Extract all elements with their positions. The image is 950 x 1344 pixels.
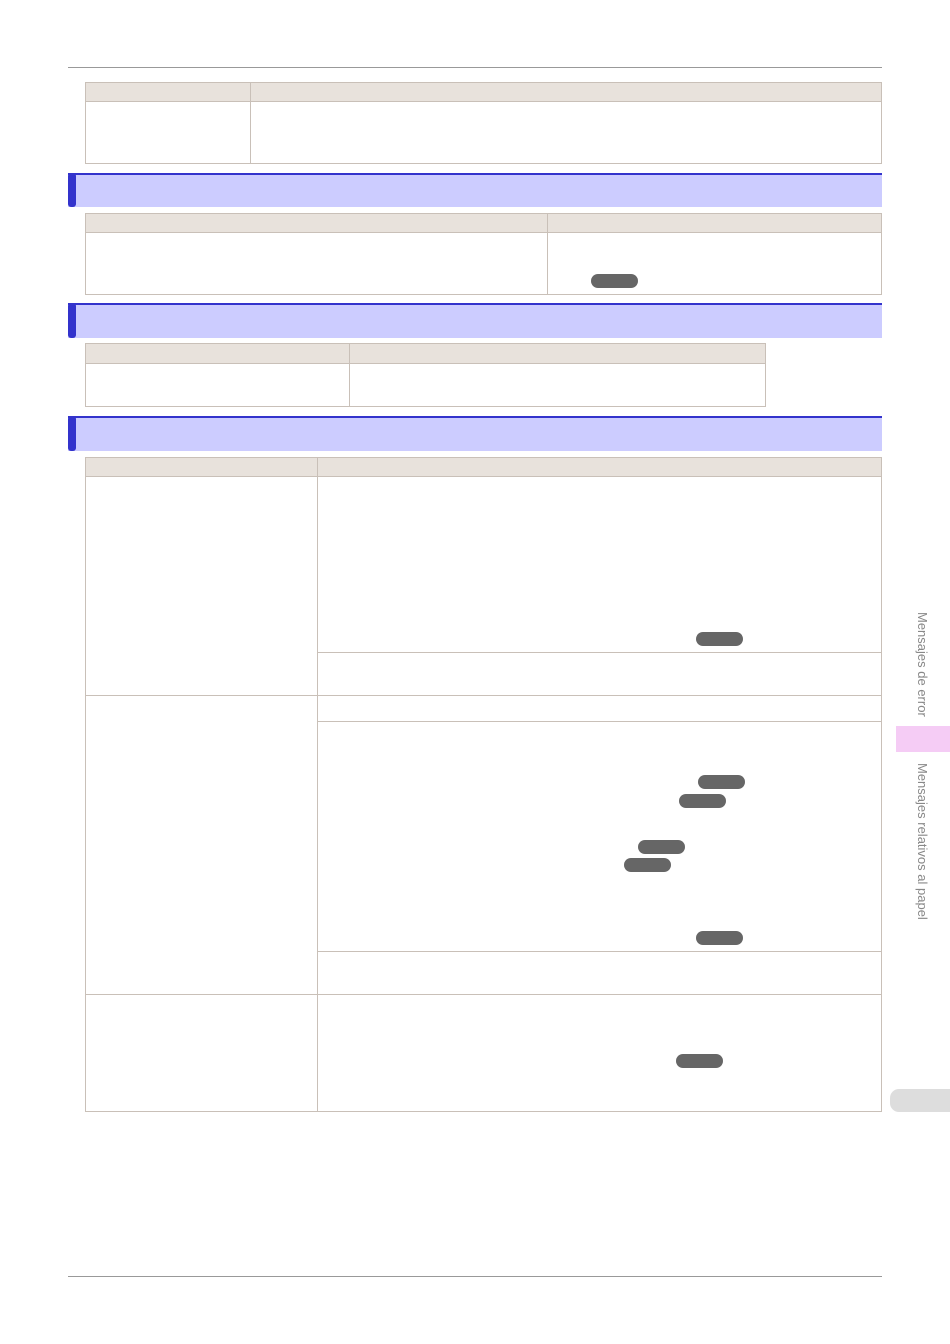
chapter-tab[interactable]: Mensajes de error <box>915 612 930 717</box>
table-1 <box>85 82 882 164</box>
link-button[interactable] <box>696 632 743 646</box>
link-button[interactable] <box>679 794 726 808</box>
table-2 <box>85 213 882 295</box>
section-bar <box>68 416 882 451</box>
table-3 <box>85 343 766 407</box>
link-button[interactable] <box>638 840 685 854</box>
table-4 <box>85 457 882 1112</box>
link-button[interactable] <box>676 1054 723 1068</box>
link-button[interactable] <box>696 931 743 945</box>
link-button[interactable] <box>698 775 745 789</box>
link-button[interactable] <box>624 858 671 872</box>
side-navigation: Mensajes de error Mensajes relativos al … <box>890 612 950 1112</box>
section-bar <box>68 303 882 338</box>
section-tab[interactable]: Mensajes relativos al papel <box>915 763 930 920</box>
link-button[interactable] <box>591 274 638 288</box>
page-tab <box>890 1089 950 1112</box>
section-bar <box>68 173 882 207</box>
active-tab-marker <box>896 726 950 752</box>
